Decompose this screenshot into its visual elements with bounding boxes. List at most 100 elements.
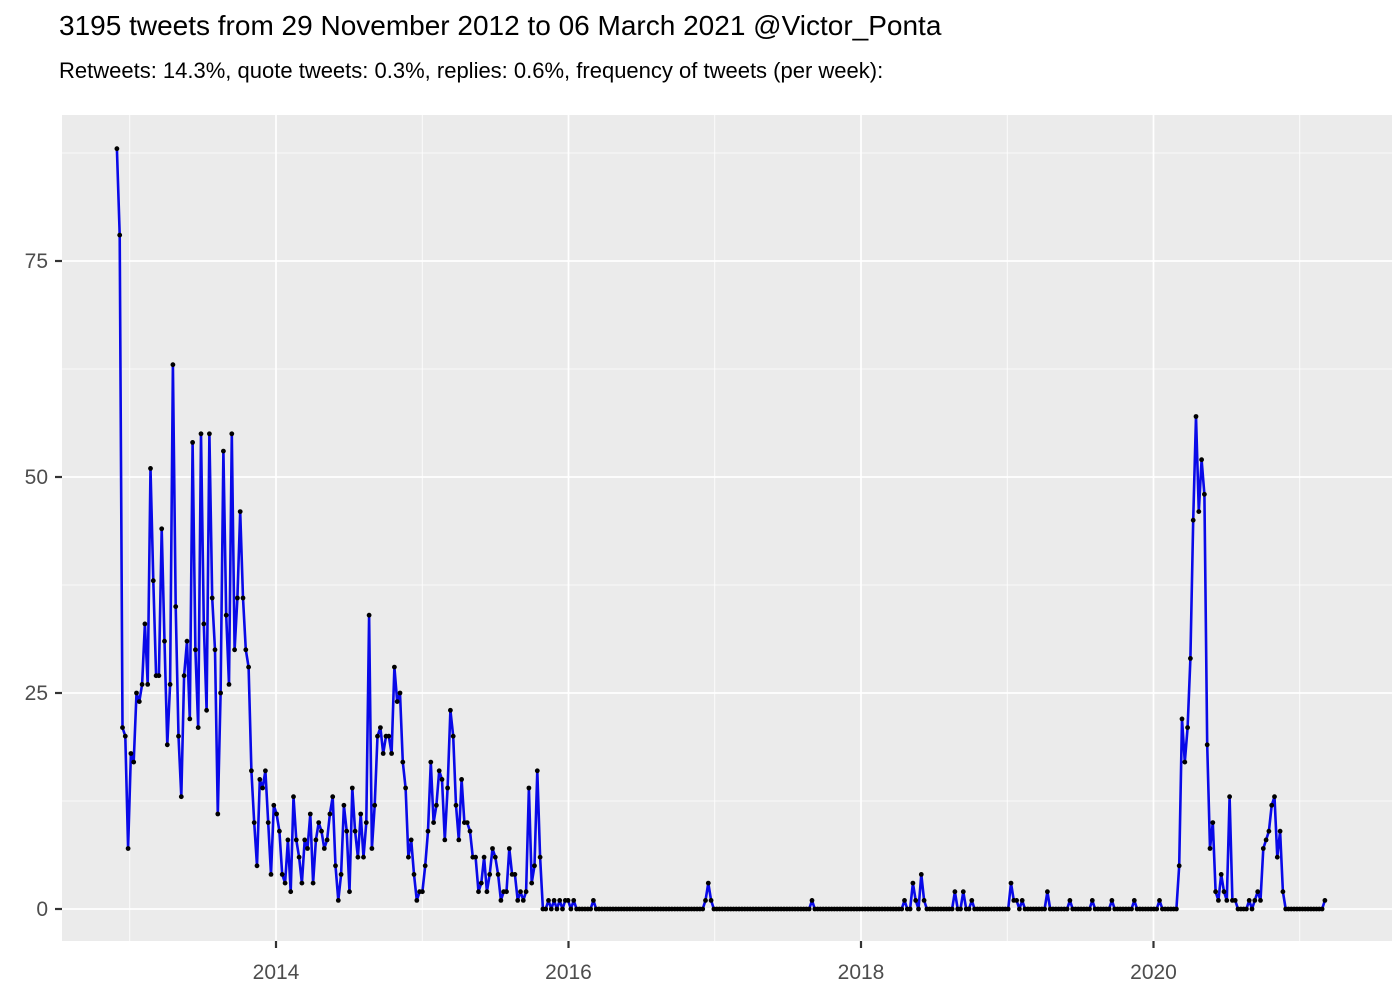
data-point	[198, 431, 204, 437]
data-point	[229, 431, 235, 437]
data-point	[431, 820, 436, 825]
data-point	[249, 768, 254, 774]
data-point	[1087, 906, 1092, 912]
data-point	[1174, 906, 1179, 912]
data-point	[459, 777, 464, 782]
data-point	[164, 742, 170, 748]
data-point	[181, 673, 187, 679]
data-point	[1255, 889, 1261, 895]
data-point	[1322, 898, 1328, 903]
data-point	[439, 777, 445, 782]
data-point	[565, 898, 571, 903]
data-point	[176, 733, 181, 739]
data-point	[705, 880, 711, 886]
data-point	[504, 889, 509, 895]
data-point	[1008, 880, 1014, 886]
data-point	[170, 362, 176, 368]
data-point	[324, 837, 330, 843]
data-point	[806, 906, 812, 912]
data-point	[464, 820, 470, 825]
data-point	[226, 682, 232, 687]
data-point	[327, 811, 333, 817]
data-point	[352, 828, 358, 834]
data-point	[251, 820, 257, 825]
data-point	[321, 846, 327, 851]
data-point	[1232, 898, 1238, 903]
data-point	[296, 854, 302, 860]
data-point	[406, 854, 411, 860]
data-point	[1252, 898, 1258, 903]
data-point	[305, 846, 310, 851]
data-point	[235, 595, 240, 601]
data-point	[307, 811, 313, 817]
data-point	[403, 785, 408, 791]
data-point	[506, 846, 512, 851]
data-point	[568, 906, 574, 912]
data-point	[316, 820, 322, 825]
plot-panel	[62, 115, 1392, 941]
data-point	[700, 906, 706, 912]
data-point	[288, 889, 294, 895]
data-point	[148, 466, 153, 471]
data-point	[237, 509, 243, 514]
data-point	[120, 725, 125, 730]
data-point	[400, 759, 406, 765]
data-point	[263, 768, 268, 774]
data-point	[1221, 889, 1227, 895]
data-point	[420, 889, 425, 895]
data-point	[380, 751, 386, 756]
data-point	[557, 898, 563, 903]
data-point	[484, 889, 490, 895]
data-point	[708, 898, 714, 903]
data-point	[1179, 716, 1185, 722]
x-axis-label: 2014	[253, 961, 300, 984]
data-point	[173, 604, 179, 609]
data-point	[442, 837, 448, 843]
data-point	[1042, 906, 1047, 912]
data-point	[532, 863, 537, 869]
data-point	[142, 621, 148, 627]
data-point	[291, 794, 296, 800]
data-point	[386, 733, 392, 739]
x-axis-label: 2016	[545, 961, 592, 984]
data-point	[330, 794, 336, 800]
data-point	[1207, 846, 1213, 851]
data-point	[1319, 906, 1325, 912]
data-point	[128, 751, 134, 756]
data-point	[512, 872, 518, 877]
data-point	[347, 889, 352, 895]
data-point	[122, 733, 128, 739]
data-point	[1193, 414, 1199, 419]
data-point	[428, 759, 434, 765]
data-point	[467, 828, 473, 834]
data-point	[397, 690, 403, 696]
data-point	[1185, 725, 1190, 730]
data-point	[246, 664, 252, 670]
data-point	[1176, 863, 1182, 869]
data-point	[1014, 898, 1019, 903]
data-point	[434, 802, 439, 808]
data-point	[518, 889, 523, 895]
data-point	[560, 906, 565, 912]
data-point	[223, 612, 229, 618]
data-point	[187, 716, 193, 722]
data-point	[899, 906, 905, 912]
data-point	[358, 811, 364, 817]
data-point	[159, 526, 165, 532]
data-point	[537, 854, 543, 860]
data-point	[492, 854, 498, 860]
data-point	[240, 595, 246, 601]
data-point	[139, 682, 145, 687]
data-point	[369, 846, 375, 851]
data-point	[1244, 906, 1249, 912]
data-point	[1109, 898, 1115, 903]
data-point	[1258, 898, 1263, 903]
data-point	[389, 751, 394, 756]
data-point	[1280, 889, 1286, 895]
x-axis-label: 2018	[838, 961, 885, 984]
data-point	[392, 664, 397, 670]
data-point	[134, 690, 139, 696]
data-point	[1218, 872, 1224, 877]
data-point	[445, 785, 450, 791]
data-point	[274, 811, 279, 817]
